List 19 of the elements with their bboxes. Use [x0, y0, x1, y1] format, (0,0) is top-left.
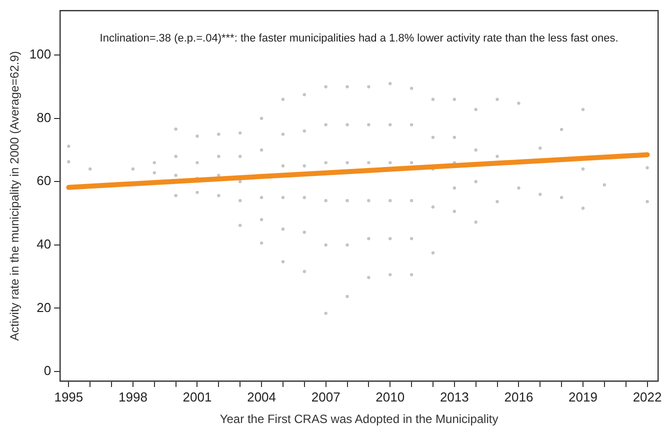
x-tick-label: 2007	[311, 389, 340, 404]
y-tick-label: 0	[44, 363, 52, 378]
y-tick-label: 40	[36, 236, 52, 252]
x-tick-label: 2019	[568, 389, 598, 404]
x-tick-label: 1995	[54, 389, 84, 404]
y-axis-title: Activity rate in the municipality in 2000 (Average=62.9)	[8, 51, 22, 341]
y-tick-label: 60	[36, 173, 52, 188]
x-tick-label: 2016	[504, 389, 534, 404]
y-tick-label: 20	[36, 300, 52, 315]
x-tick-label: 2022	[632, 389, 662, 404]
y-tick-label: 100	[29, 46, 52, 62]
y-tick-label: 80	[36, 110, 52, 125]
x-tick-label: 2001	[182, 389, 212, 404]
x-tick-label: 2013	[440, 389, 469, 404]
x-tick-label: 2010	[376, 389, 405, 404]
x-tick-label: 2004	[247, 389, 276, 404]
annotation: Inclination=.38 (e.p.=.04)***: the faster municipalities had a 1.8% lower activity rate than the less fast ones.	[100, 32, 618, 44]
x-tick-label: 1998	[118, 389, 148, 404]
x-axis-title: Year the First CRAS was Adopted in the Municipality	[220, 412, 498, 426]
